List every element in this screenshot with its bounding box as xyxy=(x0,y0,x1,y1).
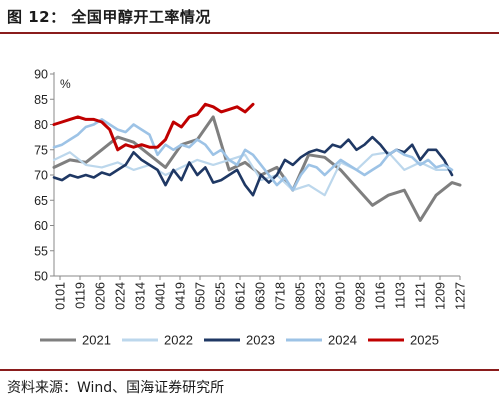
legend-label-2024: 2024 xyxy=(328,333,357,348)
y-tick-label: 90 xyxy=(34,68,48,82)
series-line-2023 xyxy=(52,135,454,197)
y-tick-label: 85 xyxy=(34,93,48,107)
legend-label-2021: 2021 xyxy=(82,333,111,348)
y-axis-unit: % xyxy=(60,77,71,91)
x-tick-label: 0401 xyxy=(154,282,168,310)
x-tick-label: 0507 xyxy=(194,282,208,310)
y-axis-ticks: 50 55 60 65 70 75 80 85 90 xyxy=(34,68,54,284)
figure-title: 图 12： 全国甲醇开工率情况 xyxy=(7,8,211,26)
chart-legend: 2021 2022 2023 2024 2025 xyxy=(40,333,439,348)
x-tick-label: 0101 xyxy=(54,282,68,310)
y-tick-label: 65 xyxy=(34,194,48,208)
y-tick-label: 50 xyxy=(34,270,48,284)
footer-rule xyxy=(0,369,499,371)
x-tick-label: 0206 xyxy=(94,282,108,310)
x-tick-label: 0119 xyxy=(74,282,88,309)
x-tick-label: 1016 xyxy=(374,282,388,310)
x-tick-label: 0224 xyxy=(114,282,128,310)
series-lines xyxy=(52,102,462,222)
x-axis-ticks: 0101 0119 0206 0224 0314 0401 0419 0507 0525 0612… xyxy=(54,276,468,310)
y-tick-label: 55 xyxy=(34,244,48,258)
x-tick-label: 0823 xyxy=(314,282,328,310)
x-tick-label: 0718 xyxy=(274,282,288,310)
y-tick-label: 60 xyxy=(34,219,48,233)
x-tick-label: 0805 xyxy=(294,282,308,310)
chart-axes xyxy=(53,72,460,277)
y-tick-label: 80 xyxy=(34,118,48,132)
x-tick-label: 0314 xyxy=(134,282,148,310)
x-tick-label: 0630 xyxy=(254,282,268,310)
x-tick-label: 0612 xyxy=(234,282,248,310)
y-tick-label: 75 xyxy=(34,143,48,157)
source-note: 资料来源：Wind、国海证券研究所 xyxy=(7,380,225,396)
x-tick-label: 0525 xyxy=(214,282,228,310)
x-tick-label: 1209 xyxy=(434,282,448,310)
series-line-2025 xyxy=(52,102,255,152)
legend-label-2023: 2023 xyxy=(246,333,275,348)
header-rule xyxy=(0,32,499,34)
legend-label-2025: 2025 xyxy=(410,333,439,348)
legend-label-2022: 2022 xyxy=(164,333,193,348)
series-line-2024 xyxy=(52,118,454,192)
x-tick-label: 1121 xyxy=(414,282,428,309)
x-tick-label: 1227 xyxy=(454,282,468,310)
y-tick-label: 70 xyxy=(34,169,48,183)
x-tick-label: 0910 xyxy=(334,282,348,310)
x-tick-label: 0419 xyxy=(174,282,188,310)
x-tick-label: 1103 xyxy=(394,282,408,309)
x-tick-label: 0928 xyxy=(354,282,368,310)
series-line-2021 xyxy=(52,115,462,222)
